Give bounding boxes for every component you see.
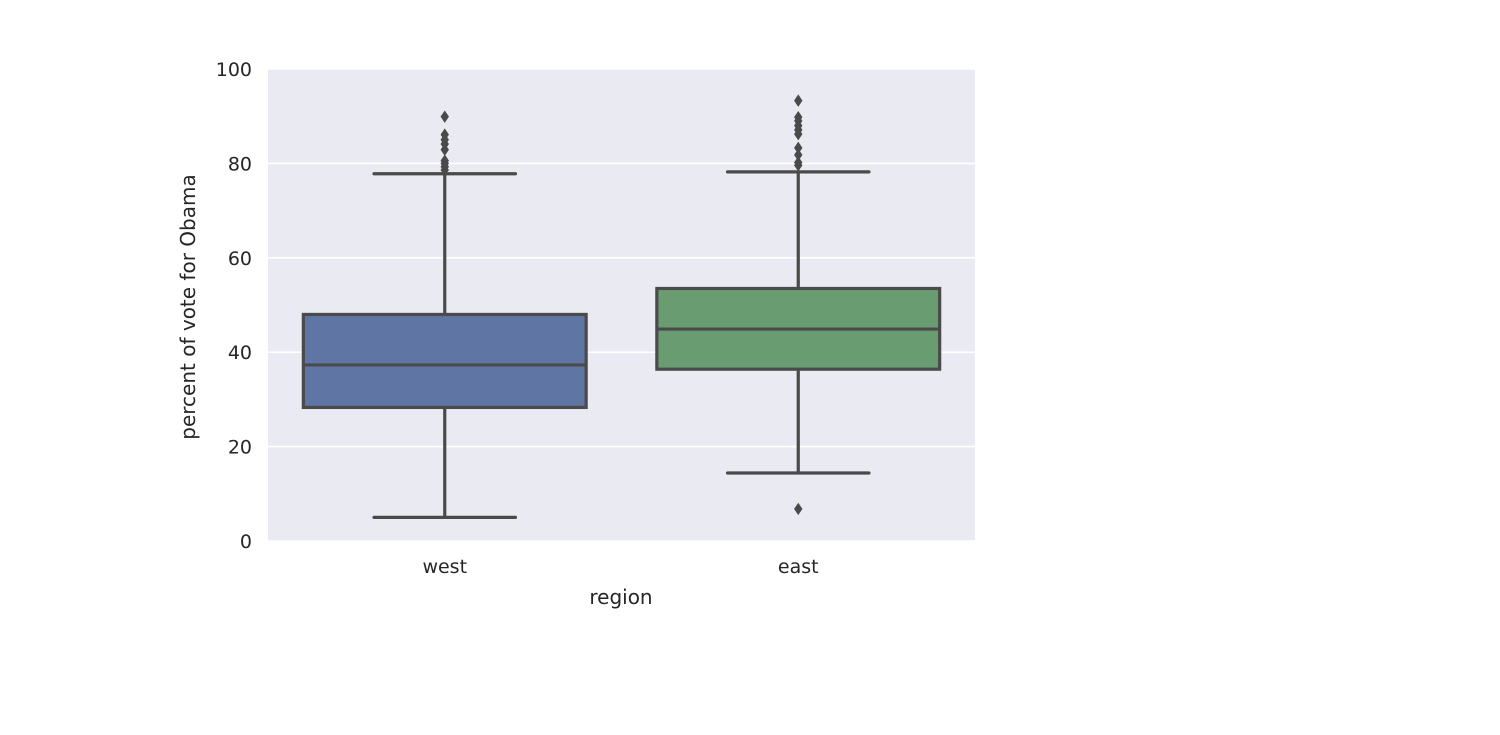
y-tick-label: 20: [228, 437, 252, 459]
outlier-point: [440, 154, 449, 167]
x-tick-label: east: [778, 556, 819, 578]
outlier-point: [794, 148, 803, 162]
outlier-point: [794, 94, 803, 107]
x-tick-label: west: [422, 556, 467, 578]
outlier-point: [794, 110, 803, 124]
box-group-east: [655, 94, 942, 516]
boxes: [301, 94, 942, 520]
y-tick-label: 80: [228, 153, 252, 175]
y-tick-label: 100: [216, 59, 252, 81]
outlier-point: [440, 128, 449, 141]
outlier-point: [794, 156, 803, 169]
outlier-point: [794, 502, 803, 516]
y-axis-title: percent of vote for Obama: [176, 174, 200, 439]
y-tick-label: 0: [240, 531, 252, 553]
box-group-west: [301, 110, 588, 520]
y-tick-label: 60: [228, 248, 252, 270]
y-tick-label: 40: [228, 342, 252, 364]
iqr-box: [301, 312, 588, 410]
x-axis-title: region: [589, 585, 652, 609]
axis-ticks: 0 20 40 60 80 100 west east: [216, 59, 819, 578]
outlier-point: [794, 141, 803, 155]
outlier-point: [440, 110, 449, 123]
